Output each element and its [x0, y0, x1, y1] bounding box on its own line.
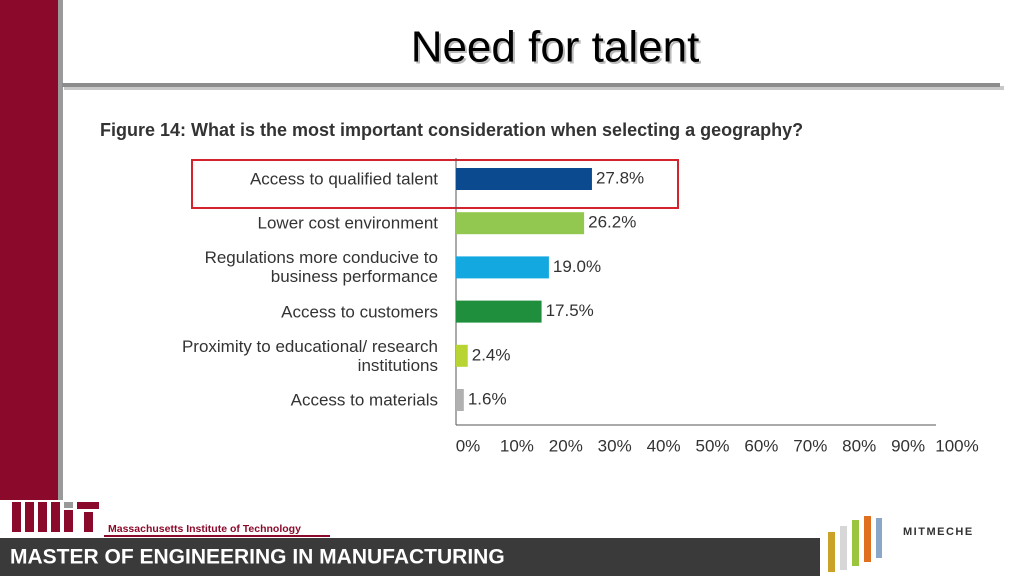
bar	[456, 344, 468, 367]
x-tick-label: 80%	[842, 436, 876, 455]
x-tick-label: 40%	[647, 436, 681, 455]
institution: Massachusetts Institute of Technology	[108, 523, 301, 535]
value-label: 2.4%	[472, 345, 511, 364]
x-tick-label: 100%	[935, 436, 978, 455]
x-tick-label: 0%	[456, 436, 481, 455]
bar	[456, 212, 585, 235]
value-label: 17.5%	[546, 301, 594, 320]
value-label: 19.0%	[553, 257, 601, 276]
mit-logo	[12, 502, 99, 532]
institution-rule	[104, 535, 330, 537]
side-bar	[0, 0, 58, 500]
category-label: Access to materials	[290, 390, 438, 410]
x-tick-label: 10%	[500, 436, 534, 455]
value-label: 26.2%	[588, 213, 636, 232]
value-label: 27.8%	[596, 168, 644, 187]
mitmeche-logo	[828, 516, 882, 572]
category-label: Access to customers	[281, 302, 438, 322]
side-rule	[58, 0, 63, 500]
chart-title: Figure 14: What is the most important co…	[100, 120, 803, 140]
program: MASTER OF ENGINEERING IN MANUFACTURING	[10, 546, 505, 569]
x-tick-label: 20%	[549, 436, 583, 455]
slide-title: Need for talent	[411, 23, 700, 72]
title-shadow	[64, 86, 1004, 90]
title-rule	[62, 83, 1000, 87]
plot: 0% 10% 20% 30% 40% 50% 60% 70% 80% 90% 100% 27.8% 26…	[455, 158, 979, 455]
bar	[456, 168, 592, 190]
highlight-box	[191, 159, 679, 209]
x-tick-label: 70%	[793, 436, 827, 455]
category-label: Regulations more conducive to business p…	[204, 248, 438, 287]
value-label: 1.6%	[468, 389, 507, 408]
x-tick-label: 60%	[744, 436, 778, 455]
slide-title-shadow: Need for talent	[413, 25, 702, 74]
category-label: Lower cost environment	[257, 213, 438, 233]
bar	[456, 300, 542, 323]
logo-text: MITMECHE	[903, 526, 974, 538]
bar	[456, 256, 549, 279]
category-label: Access to qualified talent	[249, 169, 438, 189]
mit-logo-dot	[64, 502, 73, 508]
x-tick-label: 50%	[695, 436, 729, 455]
program-bar	[0, 538, 820, 576]
x-tick-label: 30%	[598, 436, 632, 455]
bar	[456, 389, 464, 411]
category-label: Proximity to educational/ research insti…	[181, 336, 438, 375]
x-tick-label: 90%	[891, 436, 925, 455]
